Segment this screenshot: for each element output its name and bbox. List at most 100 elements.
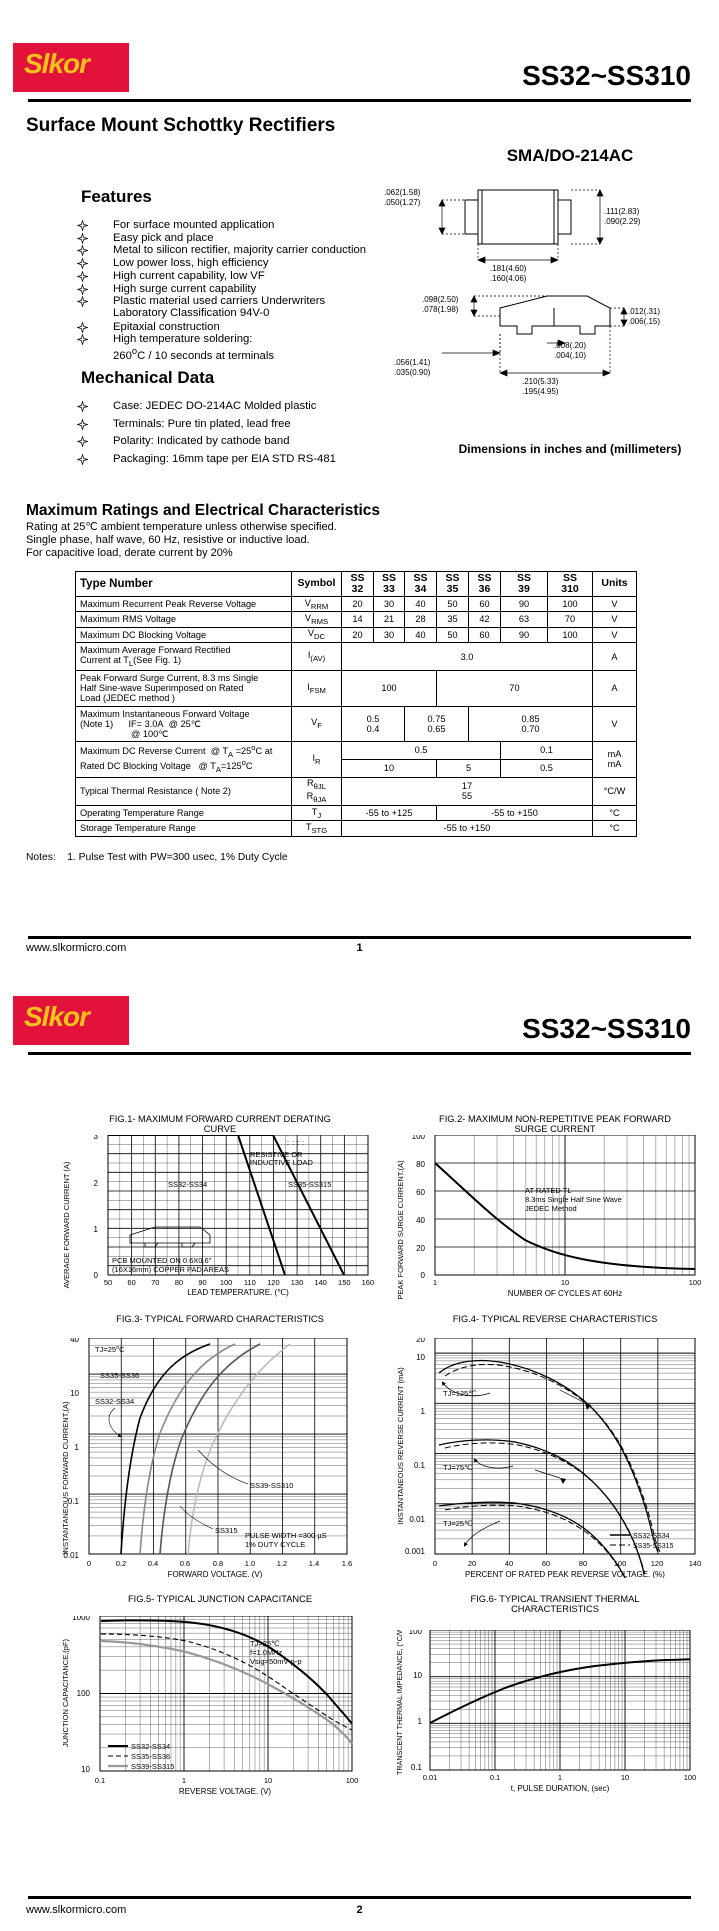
svg-text:1.0: 1.0 <box>245 1559 255 1568</box>
svg-text:3: 3 <box>94 1135 99 1141</box>
svg-text:JUNCTION CAPACITANCE,(pF): JUNCTION CAPACITANCE,(pF) <box>61 1638 70 1747</box>
svg-text:TJ=25oC: TJ=25oC <box>95 1345 125 1354</box>
svg-text:0: 0 <box>421 1271 426 1280</box>
svg-text:0.01: 0.01 <box>423 1773 438 1782</box>
svg-text:10: 10 <box>561 1278 569 1287</box>
svg-text:10: 10 <box>416 1353 425 1362</box>
svg-text:SS32-SS34: SS32-SS34 <box>131 1742 170 1751</box>
svg-text:80: 80 <box>175 1278 183 1287</box>
svg-text:0.4: 0.4 <box>148 1559 158 1568</box>
svg-text:SS35-SS36: SS35-SS36 <box>100 1371 139 1380</box>
svg-text:TJ=25℃: TJ=25℃ <box>250 1639 280 1648</box>
svg-text:f=1.0MHz: f=1.0MHz <box>250 1648 283 1657</box>
svg-text:100: 100 <box>689 1278 702 1287</box>
svg-text:FORWARD VOLTAGE. (V): FORWARD VOLTAGE. (V) <box>168 1570 263 1578</box>
svg-text:.160(4.06): .160(4.06) <box>490 274 527 283</box>
svg-text:20: 20 <box>416 1244 425 1253</box>
svg-text:.035(0.90): .035(0.90) <box>394 368 431 377</box>
svg-text:10: 10 <box>621 1773 629 1782</box>
svg-text:AVERAGE FORWARD CURRENT (A): AVERAGE FORWARD CURRENT (A) <box>62 1161 71 1288</box>
svg-text:TJ=125℃: TJ=125℃ <box>443 1389 477 1398</box>
svg-text:1: 1 <box>75 1443 80 1452</box>
svg-text:0.2: 0.2 <box>116 1559 126 1568</box>
svg-text:90: 90 <box>198 1278 206 1287</box>
svg-text:40: 40 <box>505 1559 513 1568</box>
svg-text:40: 40 <box>416 1216 425 1225</box>
svg-text:1: 1 <box>418 1717 423 1726</box>
svg-text:.006(.15): .006(.15) <box>628 317 660 326</box>
svg-text:60: 60 <box>416 1188 425 1197</box>
svg-text:.195(4.95): .195(4.95) <box>522 387 559 396</box>
svg-text:t, PULSE DURATION, (sec): t, PULSE DURATION, (sec) <box>511 1784 610 1793</box>
svg-text:40: 40 <box>70 1338 79 1344</box>
svg-text:100: 100 <box>614 1559 627 1568</box>
svg-text:100: 100 <box>220 1278 233 1287</box>
svg-text:0.6: 0.6 <box>180 1559 190 1568</box>
svg-text:0.8: 0.8 <box>213 1559 223 1568</box>
svg-text:20: 20 <box>416 1338 425 1344</box>
svg-text:100: 100 <box>412 1135 426 1141</box>
svg-text:0.001: 0.001 <box>405 1547 426 1556</box>
svg-text:150: 150 <box>338 1278 351 1287</box>
svg-text:2: 2 <box>94 1179 99 1188</box>
svg-text:100: 100 <box>346 1776 359 1785</box>
svg-text:SS39-SS310: SS39-SS310 <box>250 1481 293 1490</box>
svg-text:PCB MOUNTED ON 0.6X0.6": PCB MOUNTED ON 0.6X0.6" <box>112 1256 212 1265</box>
svg-text:(16X16mm) COPPER PAD AREAS: (16X16mm) COPPER PAD AREAS <box>112 1265 229 1274</box>
svg-text:SS35-SS36: SS35-SS36 <box>131 1752 170 1761</box>
svg-text:.181(4.60): .181(4.60) <box>490 264 527 273</box>
svg-text:1: 1 <box>433 1278 437 1287</box>
svg-text:.098(2.50): .098(2.50) <box>422 295 459 304</box>
svg-text:140: 140 <box>689 1559 702 1568</box>
svg-text:1.6: 1.6 <box>342 1559 352 1568</box>
svg-text:80: 80 <box>579 1559 587 1568</box>
svg-text:1: 1 <box>558 1773 562 1782</box>
svg-text:100: 100 <box>684 1773 697 1782</box>
svg-text:PEAK FORWARD SURGE CURRENT.(A): PEAK FORWARD SURGE CURRENT.(A) <box>396 1160 405 1300</box>
svg-text:TJ=75℃: TJ=75℃ <box>443 1463 473 1472</box>
svg-text:TJ=25℃: TJ=25℃ <box>443 1519 473 1528</box>
svg-text:60: 60 <box>127 1278 135 1287</box>
svg-text:SS315: SS315 <box>215 1526 238 1535</box>
svg-text:1: 1 <box>94 1225 99 1234</box>
svg-text:LEAD TEMPERATURE. (℃): LEAD TEMPERATURE. (℃) <box>187 1288 289 1297</box>
svg-text:130: 130 <box>291 1278 304 1287</box>
svg-text:10: 10 <box>264 1776 272 1785</box>
svg-text:100: 100 <box>77 1689 91 1698</box>
svg-text:INDUCTIVE LOAD: INDUCTIVE LOAD <box>250 1158 314 1167</box>
svg-text:.090(2.29): .090(2.29) <box>604 217 641 226</box>
svg-text:10: 10 <box>70 1389 79 1398</box>
svg-text:0: 0 <box>87 1559 91 1568</box>
svg-text:1000: 1000 <box>72 1616 90 1622</box>
svg-text:NUMBER OF CYCLES AT 60Hz: NUMBER OF CYCLES AT 60Hz <box>508 1289 622 1298</box>
svg-text:100: 100 <box>409 1630 423 1636</box>
svg-text:50: 50 <box>104 1278 112 1287</box>
svg-text:.004(.10): .004(.10) <box>554 351 586 360</box>
svg-text:0.1: 0.1 <box>411 1763 423 1772</box>
svg-text:140: 140 <box>314 1278 327 1287</box>
svg-text:1: 1 <box>182 1776 186 1785</box>
svg-text:SS32-SS34: SS32-SS34 <box>633 1533 670 1540</box>
svg-text:110: 110 <box>244 1278 256 1287</box>
svg-text:1% DUTY CYCLE: 1% DUTY CYCLE <box>245 1540 305 1549</box>
svg-text:PERCENT OF RATED PEAK REVERSE: PERCENT OF RATED PEAK REVERSE VOLTAGE. (… <box>465 1570 665 1578</box>
svg-text:.111(2.83): .111(2.83) <box>604 207 640 216</box>
svg-text:0.1: 0.1 <box>95 1776 105 1785</box>
svg-text:SS39-SS315: SS39-SS315 <box>131 1762 174 1771</box>
svg-text:INSTANTANEOUS FORWARD CURRENT,: INSTANTANEOUS FORWARD CURRENT,(A) <box>61 1401 70 1555</box>
svg-text:.050(1.27): .050(1.27) <box>384 198 421 207</box>
svg-text:.078(1.98): .078(1.98) <box>422 305 459 314</box>
svg-text:60: 60 <box>542 1559 550 1568</box>
svg-text:0: 0 <box>433 1559 437 1568</box>
svg-text:SS35-SS315: SS35-SS315 <box>288 1180 331 1189</box>
svg-text:SS32-SS34: SS32-SS34 <box>95 1397 134 1406</box>
svg-text:0.1: 0.1 <box>414 1461 426 1470</box>
svg-text:.210(5.33): .210(5.33) <box>522 377 559 386</box>
svg-text:8.3ms Single Half Sine Wave: 8.3ms Single Half Sine Wave <box>525 1195 622 1204</box>
svg-text:.012(.31): .012(.31) <box>628 307 660 316</box>
svg-text:1.2: 1.2 <box>277 1559 287 1568</box>
svg-text:0.1: 0.1 <box>490 1773 500 1782</box>
svg-text:.056(1.41): .056(1.41) <box>394 358 431 367</box>
svg-text:INSTANTANEOUS REVERSE CURRENT: INSTANTANEOUS REVERSE CURRENT (mA) <box>396 1367 405 1525</box>
svg-text:TRANSCENT THERMAL IMPEDANCE, (: TRANSCENT THERMAL IMPEDANCE, (°C/W) <box>395 1630 404 1775</box>
